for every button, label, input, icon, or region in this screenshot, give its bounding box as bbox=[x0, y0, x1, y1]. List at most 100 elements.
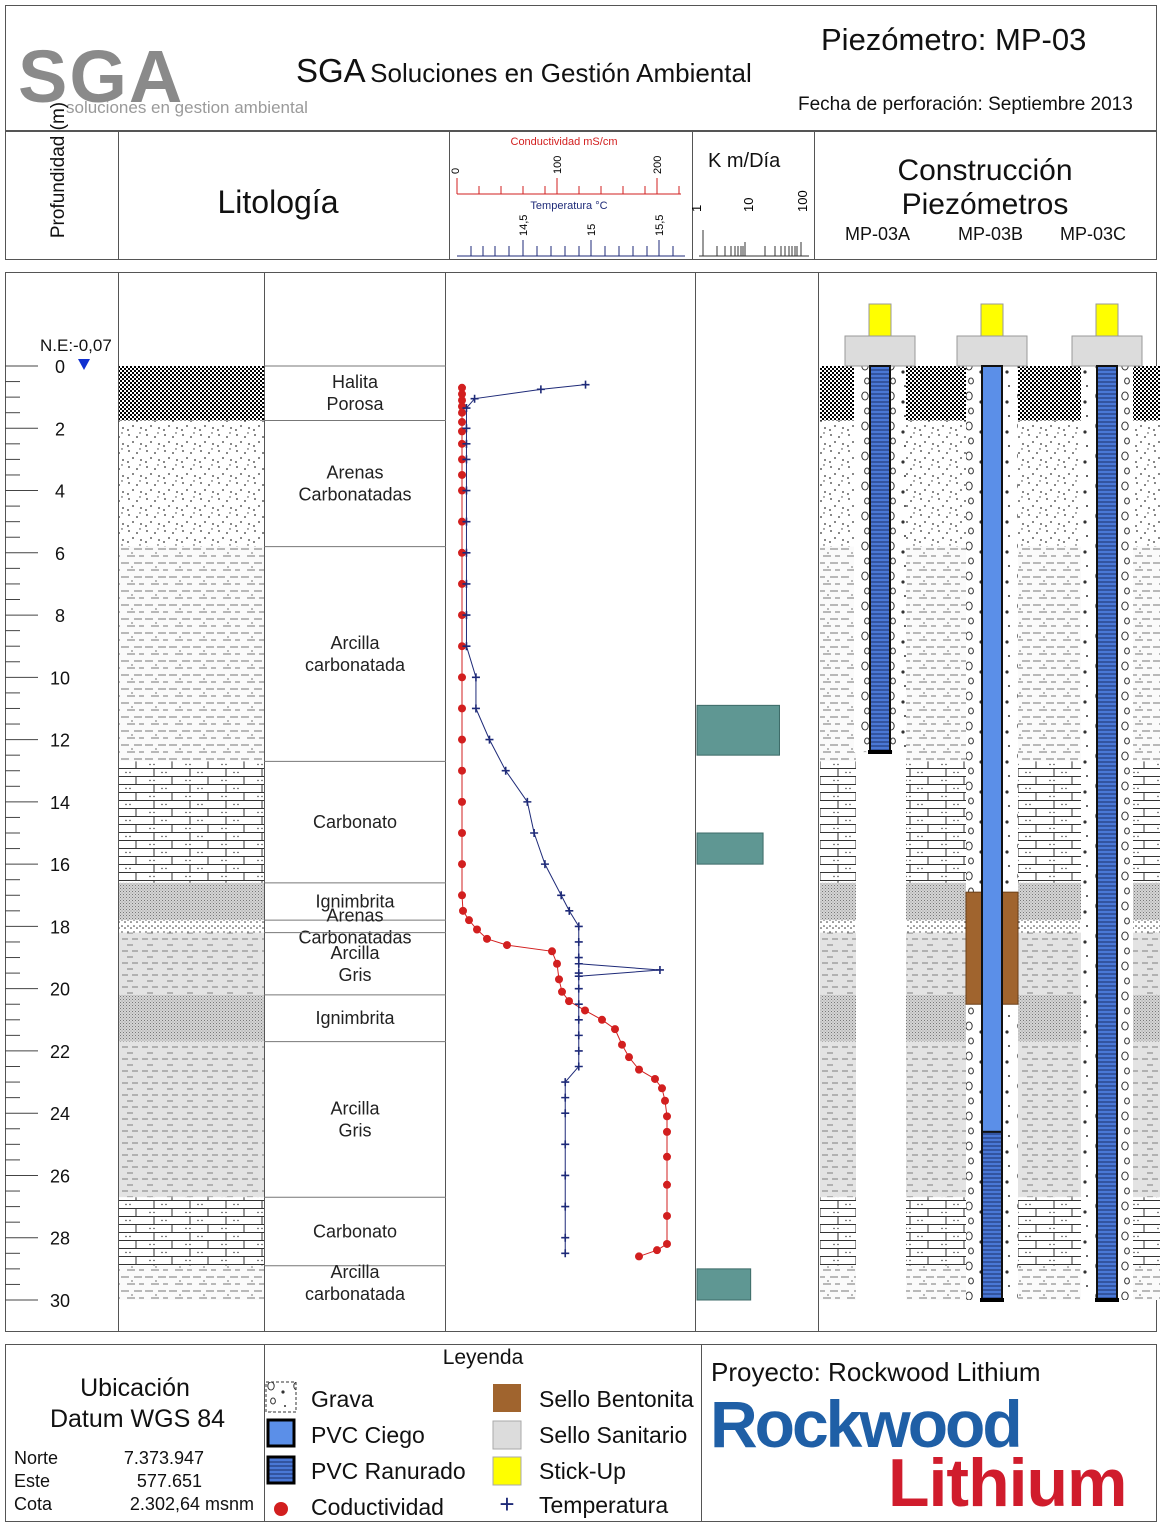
conductivity-point bbox=[458, 427, 466, 436]
k-bar bbox=[696, 1268, 752, 1301]
conductivity-point bbox=[458, 408, 466, 417]
legend-pvc-ciego-icon bbox=[266, 1418, 296, 1448]
lithology-pattern-ignimbrita bbox=[906, 882, 966, 921]
lithology-pattern-arcilla_gris bbox=[820, 1041, 856, 1198]
lithology-pattern-arcilla_gris bbox=[1018, 932, 1081, 995]
conductivity-point bbox=[658, 1084, 666, 1093]
rockwood-logo-word1: Rockwood bbox=[710, 1387, 1023, 1461]
conductivity-point bbox=[651, 1074, 659, 1083]
layer-name: Arcilla carbonatada bbox=[305, 633, 406, 675]
layer-name: Arcilla carbonatada bbox=[305, 1262, 406, 1304]
conductivity-point bbox=[458, 673, 466, 682]
lithology-pattern-carbonato bbox=[906, 761, 966, 883]
temperature-point bbox=[462, 579, 471, 588]
conductivity-point bbox=[483, 934, 491, 943]
lithology-pattern-halita bbox=[820, 366, 856, 421]
k-tick-1: 1 bbox=[689, 205, 704, 212]
temp-tick-155: 15,5 bbox=[654, 215, 666, 236]
lithology-pattern-halita bbox=[906, 366, 966, 421]
conductivity-point bbox=[611, 1025, 619, 1034]
conductivity-point bbox=[565, 997, 573, 1006]
temperature-point bbox=[462, 486, 471, 495]
conductivity-point bbox=[458, 455, 466, 464]
layer-name: Carbonato bbox=[313, 1222, 397, 1242]
k-bar bbox=[696, 832, 764, 865]
conductivity-point bbox=[663, 1180, 671, 1189]
legend-bentonita-label: Sello Bentonita bbox=[539, 1386, 694, 1412]
depth-tick-label: 18 bbox=[50, 917, 70, 937]
temperature-point bbox=[574, 1031, 583, 1040]
lithology-pattern-ignimbrita bbox=[1018, 882, 1081, 921]
legend-sanitario-icon bbox=[492, 1420, 522, 1450]
conductivity-point bbox=[653, 1246, 661, 1255]
k-title: K m/Día bbox=[708, 150, 781, 172]
conductivity-point bbox=[598, 1015, 606, 1024]
well-label-a: MP-03A bbox=[845, 224, 911, 244]
lithology-pattern-arena_fina bbox=[820, 920, 856, 933]
project-label: Proyecto: Rockwood Lithium bbox=[711, 1357, 1041, 1387]
conductivity-point bbox=[663, 1239, 671, 1248]
temperature-point bbox=[485, 735, 494, 744]
depth-tick-label: 12 bbox=[50, 731, 70, 751]
layer-name: Carbonato bbox=[313, 812, 397, 832]
cond-tick-200: 200 bbox=[652, 156, 664, 174]
lithology-pattern-halita bbox=[1133, 366, 1160, 421]
temperature-point bbox=[471, 673, 480, 682]
temperature-point bbox=[574, 984, 583, 993]
conductivity-point bbox=[473, 925, 481, 934]
depth-tick-label: 4 bbox=[55, 482, 65, 502]
lithology-pattern-arcilla_gris bbox=[906, 932, 966, 995]
conductivity-point bbox=[635, 1252, 643, 1261]
conductivity-point bbox=[458, 642, 466, 651]
conductivity-label: Conductividad mS/cm bbox=[511, 136, 618, 148]
temperature-point bbox=[501, 766, 510, 775]
conductivity-point bbox=[458, 829, 466, 837]
depth-tick-label: 10 bbox=[50, 668, 70, 688]
lithology-pattern-arena_fina bbox=[1133, 920, 1160, 933]
legend-box bbox=[264, 1344, 702, 1522]
k-bar bbox=[696, 704, 780, 756]
conductivity-point bbox=[458, 383, 466, 392]
depth-tick-label: 8 bbox=[55, 606, 65, 626]
depth-tick-label: 0 bbox=[55, 357, 65, 377]
temperature-point bbox=[574, 1062, 583, 1071]
lithology-pattern-arena bbox=[1018, 420, 1081, 547]
layer-name: Ignimbrita bbox=[315, 1008, 395, 1028]
lithology-pattern-arcilla_gris bbox=[1133, 932, 1160, 995]
legend-grava-icon bbox=[265, 1381, 297, 1413]
depth-tick-label: 26 bbox=[50, 1166, 70, 1186]
temperature-point bbox=[581, 380, 590, 389]
temperature-point bbox=[561, 1233, 570, 1242]
lithology-pattern-arena_fina bbox=[119, 920, 264, 933]
sga-tagline: soluciones en gestion ambiental bbox=[66, 98, 308, 117]
cota-value: 2.302,64 msnm bbox=[129, 1494, 254, 1514]
sanitary-seal bbox=[844, 335, 916, 367]
conductivity-point bbox=[558, 987, 566, 996]
rockwood-logo-word2: Lithium bbox=[888, 1445, 1128, 1521]
lithology-pattern-arcilla_carb bbox=[1018, 1265, 1081, 1300]
norte-value: 7.373.947 bbox=[123, 1448, 204, 1468]
lithology-pattern-arcilla_carb bbox=[906, 546, 966, 762]
lithology-pattern-arcilla_carb bbox=[1018, 546, 1081, 762]
temperature-point bbox=[574, 959, 583, 968]
cond-tick-100: 100 bbox=[552, 156, 564, 174]
temperature-point bbox=[561, 1109, 570, 1118]
depth-tick-label: 24 bbox=[50, 1104, 70, 1124]
conductivity-line bbox=[461, 387, 668, 1257]
temperature-point bbox=[462, 548, 471, 557]
conductivity-point bbox=[618, 1040, 626, 1049]
conductivity-point bbox=[661, 1096, 669, 1105]
log-diagram: Halita Porosa Arenas Carbonatadas Arcilla car… bbox=[5, 303, 1160, 1311]
well-label-b: MP-03B bbox=[958, 224, 1024, 244]
conductivity-point bbox=[458, 797, 466, 806]
conductivity-point bbox=[635, 1065, 643, 1074]
legend-temperature-icon: + bbox=[499, 1489, 514, 1519]
layer-name: Arenas Carbonatadas bbox=[298, 905, 411, 947]
legend-symbols: + bbox=[265, 1381, 522, 1519]
este-label: Este bbox=[14, 1471, 51, 1491]
temperature-point bbox=[530, 829, 539, 837]
k-scale bbox=[699, 230, 809, 257]
conductivity-point bbox=[458, 891, 466, 900]
lithology-pattern-carbonato bbox=[119, 1197, 264, 1266]
conductivity-point bbox=[459, 906, 467, 915]
